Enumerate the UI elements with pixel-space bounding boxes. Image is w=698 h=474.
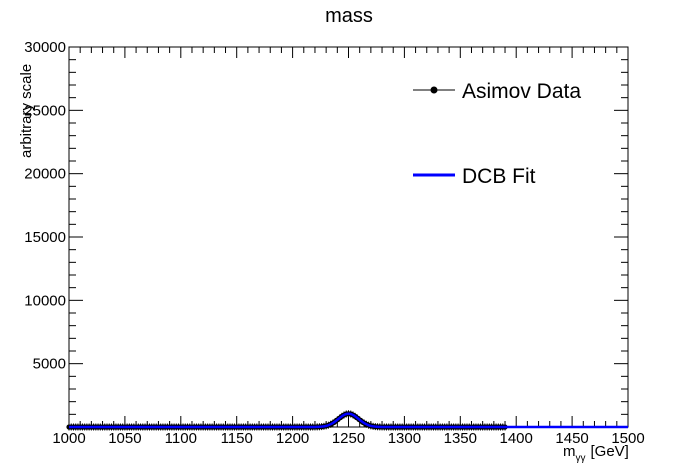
y-tick-label: 15000 (24, 229, 66, 246)
x-tick-label: 1450 (555, 430, 588, 447)
x-tick-label: 1350 (444, 430, 477, 447)
x-tick-label: 1400 (500, 430, 533, 447)
x-axis-label-main: m (563, 443, 576, 460)
legend: Asimov Data DCB Fit (413, 80, 581, 188)
x-tick-label: 1000 (52, 430, 85, 447)
x-tick-label: 1100 (165, 430, 197, 447)
y-tick-label: 5000 (33, 356, 66, 373)
y-tick-label: 20000 (24, 166, 66, 183)
x-axis-label-unit: [GeV] (591, 443, 629, 460)
x-tick-label: 1300 (388, 430, 421, 447)
y-tick-label: 25000 (24, 102, 66, 119)
legend-data-label: Asimov Data (462, 80, 581, 103)
legend-data-marker (430, 86, 438, 94)
legend-fit-label: DCB Fit (462, 165, 536, 188)
x-tick-label: 1150 (221, 430, 253, 447)
x-axis-label: mγγ [GeV] (563, 443, 629, 464)
chart-title: mass (325, 5, 373, 27)
y-axis-label: arbitrary scale (18, 64, 35, 158)
dcb-fit-curve (69, 412, 628, 429)
y-axis-ticks (69, 46, 628, 428)
x-axis-ticks (68, 47, 629, 427)
x-axis-tick-labels: 1000 1050 1100 1150 1200 1250 1300 1350 1400 1450… (52, 430, 644, 447)
x-tick-label: 1500 (611, 430, 644, 447)
y-tick-label: 30000 (24, 39, 66, 56)
plot-frame (68, 46, 629, 428)
y-tick-label: 10000 (24, 292, 66, 309)
x-tick-label: 1050 (108, 430, 141, 447)
x-tick-label: 1200 (276, 430, 309, 447)
y-axis-tick-labels: 5000 10000 15000 20000 25000 30000 (24, 39, 66, 373)
x-tick-label: 1250 (332, 430, 365, 447)
x-axis-label-sub: γγ (576, 453, 586, 464)
